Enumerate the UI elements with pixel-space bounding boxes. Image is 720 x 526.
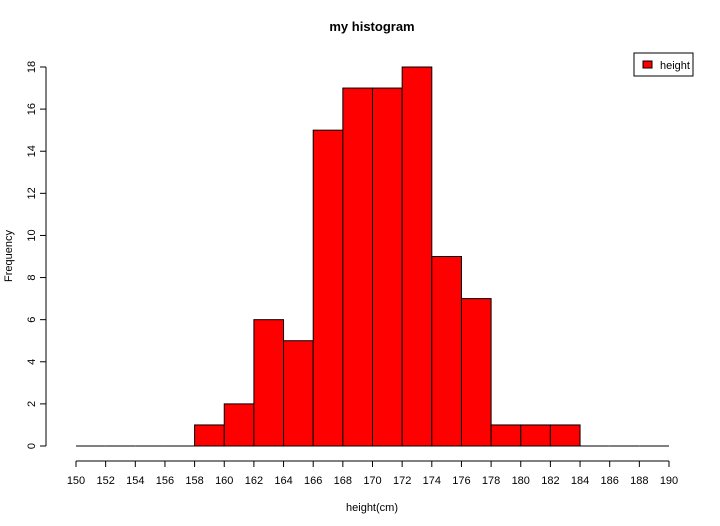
legend-label-height: height — [660, 60, 690, 72]
y-tick-label-0: 0 — [26, 443, 38, 449]
x-tick-label-178: 178 — [482, 475, 500, 487]
x-tick-label-184: 184 — [571, 475, 589, 487]
histogram-bar-166-168 — [312, 129, 344, 447]
x-tick-label-168: 168 — [334, 475, 352, 487]
x-tick-label-164: 164 — [274, 475, 292, 487]
y-axis-label: Frequency — [3, 230, 15, 282]
x-tick-label-156: 156 — [156, 475, 174, 487]
histogram-bar-162-164 — [253, 319, 285, 447]
x-tick-label-162: 162 — [245, 475, 263, 487]
y-tick-label-8: 8 — [26, 274, 38, 280]
x-tick-label-150: 150 — [67, 475, 85, 487]
histogram-bar-158-160 — [194, 424, 225, 447]
y-tick-label-14: 14 — [26, 145, 38, 157]
x-tick-label-152: 152 — [96, 475, 114, 487]
chart-title: my histogram — [329, 19, 414, 34]
x-tick-label-176: 176 — [452, 475, 470, 487]
x-tick-label-170: 170 — [363, 475, 381, 487]
legend-swatch-height — [642, 60, 653, 69]
histogram-bar-164-166 — [283, 340, 314, 447]
histogram-bar-176-178 — [460, 298, 492, 447]
x-tick-label-174: 174 — [423, 475, 441, 487]
x-tick-label-154: 154 — [126, 475, 144, 487]
histogram-bar-178-180 — [490, 424, 522, 447]
histogram-bar-168-170 — [342, 87, 374, 447]
histogram-bar-180-182 — [520, 424, 551, 447]
x-tick-label-190: 190 — [660, 475, 678, 487]
y-tick-label-10: 10 — [26, 229, 38, 241]
legend-box — [633, 52, 694, 77]
x-tick-label-166: 166 — [304, 475, 322, 487]
x-tick-label-182: 182 — [541, 475, 559, 487]
x-tick-label-186: 186 — [601, 475, 619, 487]
y-tick-label-2: 2 — [26, 401, 38, 407]
y-tick-label-16: 16 — [26, 103, 38, 115]
legend: height — [633, 52, 694, 77]
x-tick-label-158: 158 — [185, 475, 203, 487]
x-tick-label-172: 172 — [393, 475, 411, 487]
histogram-bar-160-162 — [223, 403, 255, 447]
histogram-bar-170-172 — [372, 87, 403, 447]
x-axis: 150 152 154 156 158 160 162 164 166 168 170 172 174 1… — [67, 460, 678, 487]
x-tick-label-180: 180 — [512, 475, 530, 487]
x-tick-label-160: 160 — [215, 475, 233, 487]
histogram-bar-172-174 — [401, 66, 433, 447]
x-axis-label: height(cm) — [346, 502, 398, 514]
y-tick-label-12: 12 — [26, 187, 38, 199]
y-tick-label-18: 18 — [26, 61, 38, 73]
y-tick-label-4: 4 — [26, 359, 38, 365]
y-tick-label-6: 6 — [26, 317, 38, 323]
histogram-bar-174-176 — [431, 256, 462, 447]
y-axis: 0 2 4 6 8 10 12 14 16 18 — [26, 61, 47, 449]
histogram-bar-182-184 — [549, 424, 581, 447]
x-tick-label-188: 188 — [630, 475, 648, 487]
bars-group — [76, 66, 669, 447]
